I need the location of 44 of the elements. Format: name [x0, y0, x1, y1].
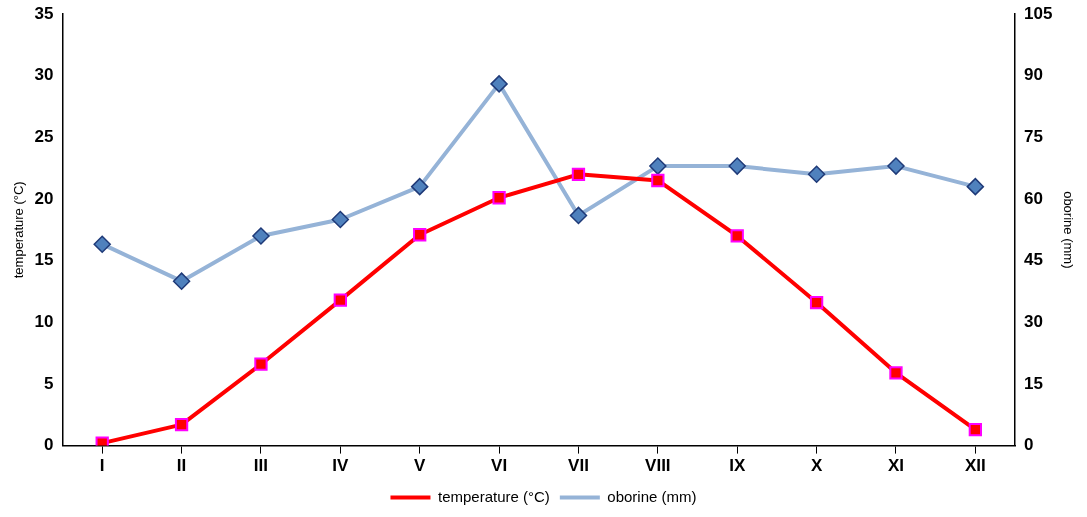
- legend-label: temperature (°C): [437, 487, 550, 505]
- x-tick-label: XII: [964, 456, 986, 476]
- y2-tick-label: 105: [1024, 3, 1053, 23]
- x-tick-label: I: [99, 456, 105, 476]
- y2-tick-label: 0: [1024, 435, 1034, 455]
- y2-tick-label: 60: [1024, 188, 1043, 208]
- y2-tick-label: 75: [1024, 127, 1043, 146]
- legend-label: oborine (mm): [607, 487, 697, 505]
- x-tick-label: VII: [568, 456, 589, 476]
- x-tick-label: X: [810, 456, 823, 476]
- x-tick-label: IX: [729, 456, 746, 476]
- y2-tick-label: 45: [1024, 250, 1043, 270]
- point: [95, 436, 109, 446]
- y-tick-label: 0: [44, 435, 54, 455]
- point: [730, 229, 744, 243]
- y-tick-label: 25: [34, 127, 54, 146]
- x-tick-label: XI: [887, 456, 904, 476]
- y-tick-label: 15: [34, 250, 54, 270]
- y-tick-label: 35: [34, 3, 54, 23]
- y2-tick-label: 30: [1024, 311, 1043, 331]
- point: [174, 417, 189, 432]
- x-tick-label: V: [414, 456, 427, 476]
- x-tick-label: VIII: [645, 456, 671, 476]
- point: [492, 191, 506, 205]
- x-tick-label: II: [176, 456, 187, 476]
- y-axis-title: temperature (°C): [11, 181, 27, 279]
- point: [651, 173, 665, 188]
- x-tick-label: IV: [332, 456, 350, 476]
- point: [413, 228, 427, 242]
- point: [254, 357, 268, 371]
- point: [889, 366, 903, 380]
- point: [968, 422, 982, 437]
- y-tick-label: 30: [34, 65, 54, 85]
- y-tick-label: 20: [34, 188, 54, 208]
- point: [571, 167, 586, 181]
- y-tick-label: 10: [34, 311, 54, 331]
- y-tick-label: 5: [44, 373, 54, 393]
- y2-axis-title: oborine (mm): [1060, 191, 1076, 269]
- x-tick-label: III: [253, 456, 269, 476]
- y2-tick-label: 15: [1024, 373, 1043, 393]
- point: [333, 293, 347, 307]
- y2-tick-label: 90: [1024, 65, 1043, 85]
- x-tick-label: VI: [491, 456, 508, 476]
- point: [809, 295, 824, 310]
